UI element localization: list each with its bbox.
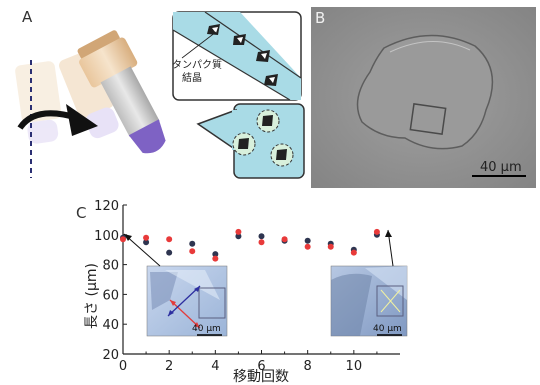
data-point-black xyxy=(143,239,150,246)
panel-b: B 40 μm xyxy=(311,7,536,188)
x-tick-label: 6 xyxy=(257,359,265,374)
x-tick-label: 0 xyxy=(119,359,127,374)
holder-illustration xyxy=(15,30,166,178)
data-point-red xyxy=(373,228,380,235)
data-point-red xyxy=(327,243,334,250)
data-point-black xyxy=(212,251,219,258)
panel-c: C 長さ (μm) 移動回数 20 40 60 80 100 120 0 2 4 6 8 10 40 … xyxy=(76,199,408,385)
chart-axes: 20 40 60 80 100 120 0 2 4 6 8 10 xyxy=(94,199,400,374)
data-point-red xyxy=(143,234,150,241)
droplet-outline xyxy=(356,34,494,150)
data-point-red xyxy=(166,236,173,243)
y-tick-label: 80 xyxy=(102,259,119,274)
data-point-black xyxy=(304,237,311,244)
crystal-label-line1: タンパク質 xyxy=(172,58,222,71)
y-tick-label: 60 xyxy=(102,288,119,303)
crystal-outline xyxy=(409,103,447,135)
x-tick-label: 8 xyxy=(304,359,312,374)
x-tick-label: 4 xyxy=(211,359,219,374)
x-tick-label: 10 xyxy=(346,359,363,374)
data-point-red xyxy=(304,243,311,250)
crystal-label-line2: 結晶 xyxy=(182,71,202,84)
data-point-black xyxy=(189,240,196,247)
chart-marks xyxy=(120,228,380,262)
capillary-tip xyxy=(128,119,166,154)
inset-right: 40 μm xyxy=(330,229,408,337)
y-axis-title: 長さ (μm) xyxy=(84,263,100,329)
data-point-black xyxy=(258,233,265,240)
panel-a-letter: A xyxy=(22,8,33,26)
data-point-black xyxy=(166,249,173,256)
y-tick-label: 40 xyxy=(102,318,119,333)
y-tick-label: 20 xyxy=(102,348,119,363)
data-point-red xyxy=(281,236,288,243)
data-point-red xyxy=(189,248,196,255)
data-point-red xyxy=(350,249,357,256)
data-point-red xyxy=(212,255,219,262)
scalebar-b-label: 40 μm xyxy=(480,160,522,175)
x-tick-label: 2 xyxy=(165,359,173,374)
callout-crystal-band: タンパク質 結晶 xyxy=(172,11,302,101)
y-tick-label: 120 xyxy=(94,199,119,214)
inset-left-scalebar: 40 μm xyxy=(192,324,221,334)
panel-a: A xyxy=(15,8,305,179)
y-tick-label: 100 xyxy=(94,229,119,244)
inset-right-scalebar: 40 μm xyxy=(373,324,402,334)
data-point-red xyxy=(235,228,242,235)
x-axis-title: 移動回数 xyxy=(233,369,289,385)
panel-c-letter: C xyxy=(76,204,86,222)
inset-left: 40 μm xyxy=(123,233,228,337)
callout-crystal-droplets xyxy=(196,103,305,179)
data-point-red xyxy=(258,239,265,246)
data-point-black xyxy=(235,233,242,240)
panel-b-letter: B xyxy=(315,9,325,27)
data-point-red xyxy=(120,236,126,243)
